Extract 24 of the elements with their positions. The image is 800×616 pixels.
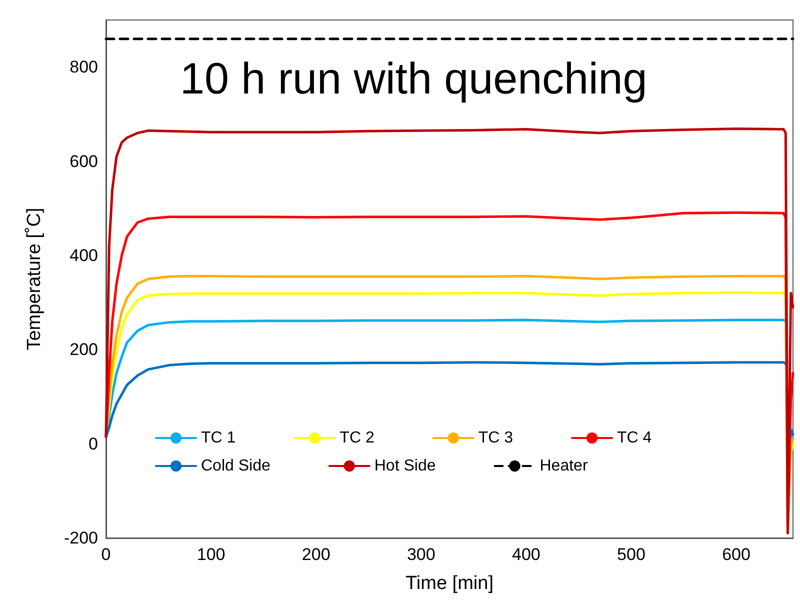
y-tick-label: 400 — [70, 246, 98, 265]
text: 10 h run with quenching — [180, 54, 648, 104]
y-tick-label: 800 — [70, 58, 98, 77]
x-tick-label: 400 — [512, 545, 540, 564]
legend-label: TC 3 — [478, 430, 514, 446]
x-tick-label: 500 — [617, 545, 646, 564]
x-tick-label: 600 — [722, 545, 750, 564]
legend-label: TC 2 — [340, 430, 374, 446]
x-axis-title: Time [min] — [406, 573, 494, 594]
x-tick-label: 200 — [302, 545, 330, 564]
line-series — [104, 128, 794, 535]
legend-label: Heater — [540, 458, 588, 474]
legend-label: TC 1 — [201, 430, 236, 446]
y-axis-title: Temperature [˚C] — [24, 208, 45, 350]
y-tick-label: 600 — [70, 152, 98, 171]
legend-label: Hot Side — [374, 458, 436, 474]
x-tick-label: 0 — [101, 545, 111, 564]
y-tick-label: 200 — [70, 340, 98, 360]
y-tick-label: 0 — [88, 434, 98, 454]
legend-label: TC 4 — [617, 430, 652, 446]
x-tick-label: 100 — [196, 545, 226, 564]
y-tick-label: -200 — [64, 528, 98, 548]
x-tick-label: 300 — [406, 545, 436, 564]
legend-label: Cold Side — [201, 458, 270, 474]
